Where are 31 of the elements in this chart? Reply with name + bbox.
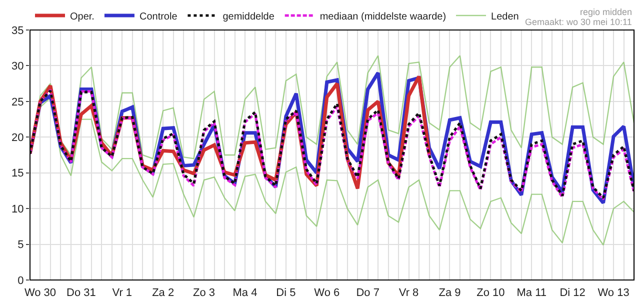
x-tick-label: Wo 6 — [314, 287, 340, 300]
text: Gemaakt: wo 30 mei 10:11 — [525, 17, 632, 27]
y-tick-label: 25 — [12, 96, 24, 108]
x-tick-label: Do 31 — [66, 287, 96, 300]
x-tick-label: Ma 11 — [516, 287, 547, 300]
x-tick-label: Za 9 — [438, 287, 461, 300]
x-tick-label: Wo 13 — [598, 287, 630, 300]
x-tick-label: Do 7 — [356, 287, 380, 300]
y-tick-label: 5 — [18, 239, 24, 252]
x-tick-label: Za 2 — [152, 287, 174, 300]
legend-label: gemiddelde — [222, 11, 275, 22]
x-tick-label: Ma 4 — [232, 287, 258, 300]
y-tick-label: 35 — [12, 24, 24, 37]
legend-label: Oper. — [70, 11, 94, 22]
x-tick-label: Vr 8 — [398, 287, 419, 300]
y-tick-label: 10 — [12, 203, 24, 216]
legend-label: Leden — [491, 11, 519, 22]
x-tick-label: Zo 3 — [193, 287, 216, 300]
y-tick-label: 0 — [18, 274, 24, 287]
y-tick-label: 15 — [12, 168, 24, 180]
x-tick-label: Di 12 — [560, 287, 586, 300]
legend-label: Controle — [139, 11, 178, 22]
line-series — [30, 97, 634, 246]
x-tick-label: Di 5 — [276, 287, 296, 300]
x-tick-label: Vr 1 — [112, 287, 132, 300]
text: regio midden — [580, 7, 632, 17]
y-tick-label: 20 — [12, 132, 24, 144]
x-tick-label: Wo 30 — [24, 287, 56, 300]
y-tick-label: 30 — [12, 60, 24, 73]
legend-label: mediaan (middelste waarde) — [320, 11, 446, 22]
x-tick-label: Zo 10 — [476, 287, 505, 300]
